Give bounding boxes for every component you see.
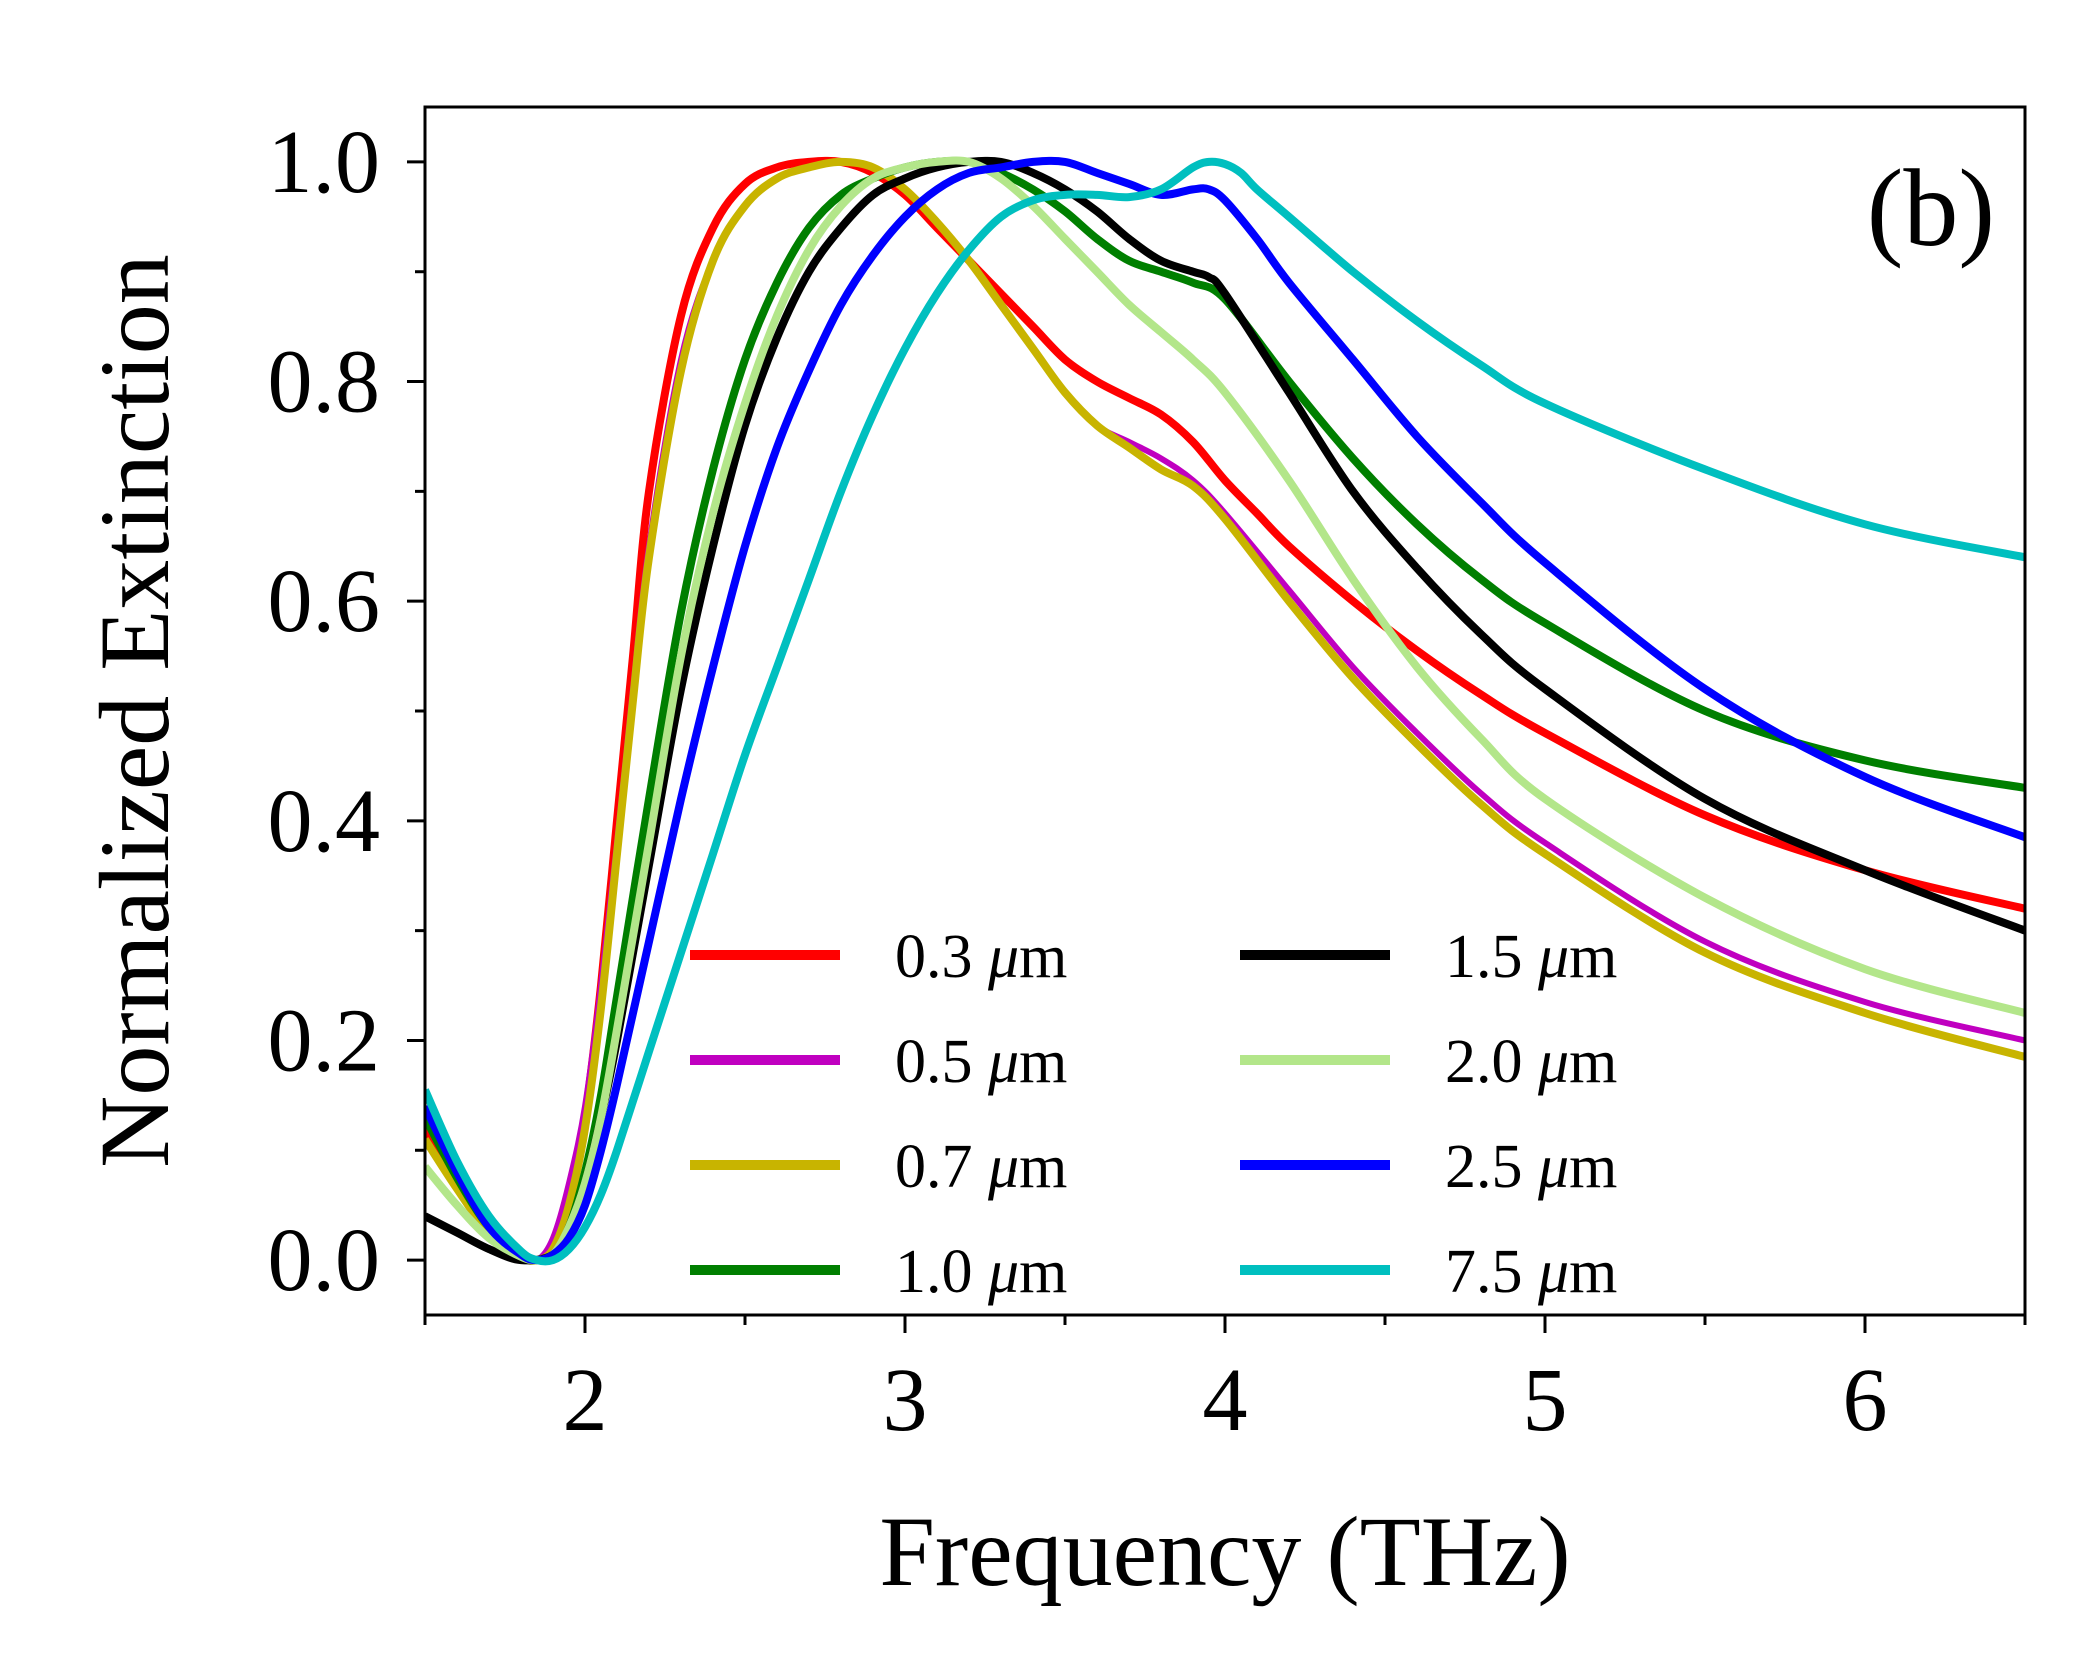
legend-entry-0-5-um: 0.5 μm [690,1028,1067,1096]
legend-entry-2-0-um: 2.0 μm [1240,1028,1617,1096]
x-tick-label: 3 [883,1351,928,1450]
series-line-2-0-um [425,156,2025,1265]
series-layer [425,156,2025,1266]
legend-entry-1-5-um: 1.5 μm [1240,923,1617,991]
legend-entry-7-5-um: 7.5 μm [1240,1238,1617,1306]
legend-label: 1.5 μm [1445,923,1617,991]
legend: 0.3 μm 0.5 μm 0.7 μm 1.0 μm 1.5 μm 2.0 μm 2.5 … [690,923,1617,1306]
y-axis-label: Normalized Extinction [79,254,190,1168]
legend-label: 0.7 μm [895,1133,1067,1201]
legend-label: 7.5 μm [1445,1238,1617,1306]
x-tick-label: 6 [1843,1351,1888,1450]
y-tick-label: 0.8 [268,333,381,432]
ticks-layer: 2 3 4 5 6 0.0 0.2 0.4 0.6 0.8 1.0 [268,113,2027,1450]
legend-label: 2.5 μm [1445,1133,1617,1201]
x-tick-label: 4 [1203,1351,1248,1450]
x-axis-label: Frequency (THz) [879,1496,1570,1607]
legend-label: 1.0 μm [895,1238,1067,1306]
legend-entry-1-0-um: 1.0 μm [690,1238,1067,1306]
series-line-2-5-um [425,156,2025,1265]
series-line-0-7-um [425,157,2025,1265]
panel-label: (b) [1867,147,1995,269]
y-tick-label: 1.0 [268,113,381,212]
plot-frame [423,105,2027,1317]
legend-label: 0.5 μm [895,1028,1067,1096]
x-tick-label: 2 [563,1351,608,1450]
legend-entry-2-5-um: 2.5 μm [1240,1133,1617,1201]
y-tick-label: 0.4 [268,772,381,871]
series-line-7-5-um [425,157,2025,1266]
legend-entry-0-7-um: 0.7 μm [690,1133,1067,1201]
legend-label: 2.0 μm [1445,1028,1617,1096]
legend-entry-0-3-um: 0.3 μm [690,923,1067,991]
y-tick-label: 0.2 [268,991,381,1090]
y-tick-label: 0.0 [268,1211,381,1310]
x-tick-label: 5 [1523,1351,1568,1450]
y-tick-label: 0.6 [268,552,381,651]
legend-label: 0.3 μm [895,923,1067,991]
